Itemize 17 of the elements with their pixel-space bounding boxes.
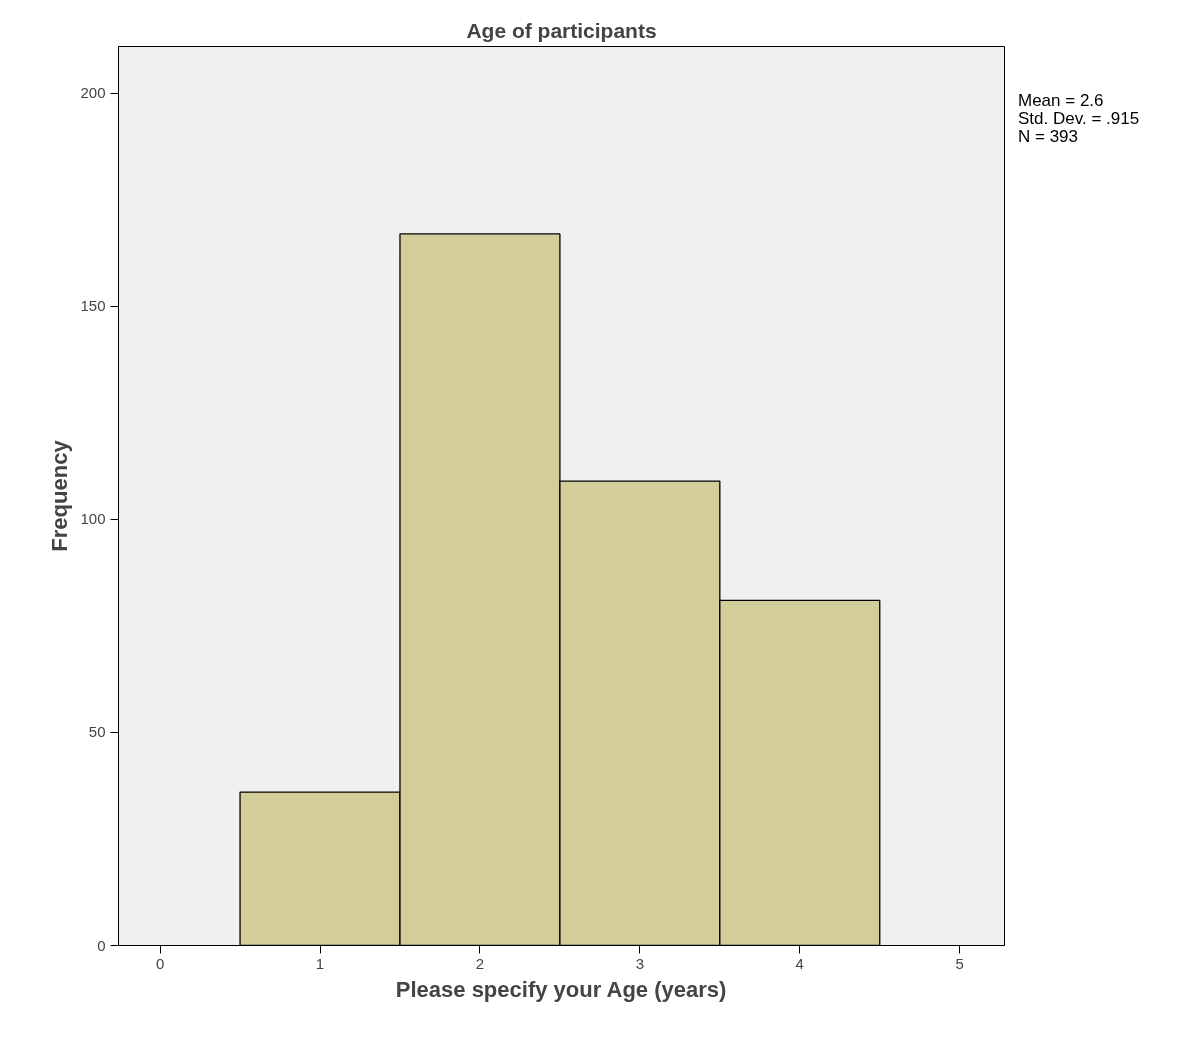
- x-tick-label: 0: [155, 954, 165, 972]
- text: Mean = 2.6: [1018, 91, 1104, 110]
- y-tick-label: 150: [80, 297, 106, 315]
- text: N = 393: [1018, 126, 1079, 146]
- y-axis-title: Frequency: [47, 439, 73, 552]
- x-tick-label: 5: [955, 954, 964, 972]
- y-tick-label: 50: [88, 723, 106, 741]
- x-tick-label: 2: [475, 954, 485, 972]
- text: Std. Dev. = .915: [1018, 108, 1140, 128]
- chart-title: Age of participants: [466, 18, 657, 42]
- x-axis-title: Please specify your Age (years): [395, 976, 727, 1002]
- x-tick-label: 4: [795, 954, 804, 972]
- x-tick-label: 3: [635, 954, 645, 972]
- y-tick-label: 0: [97, 936, 106, 954]
- x-tick-label: 1: [315, 954, 325, 972]
- y-tick-label: 200: [80, 84, 106, 102]
- y-tick-label: 100: [80, 510, 106, 528]
